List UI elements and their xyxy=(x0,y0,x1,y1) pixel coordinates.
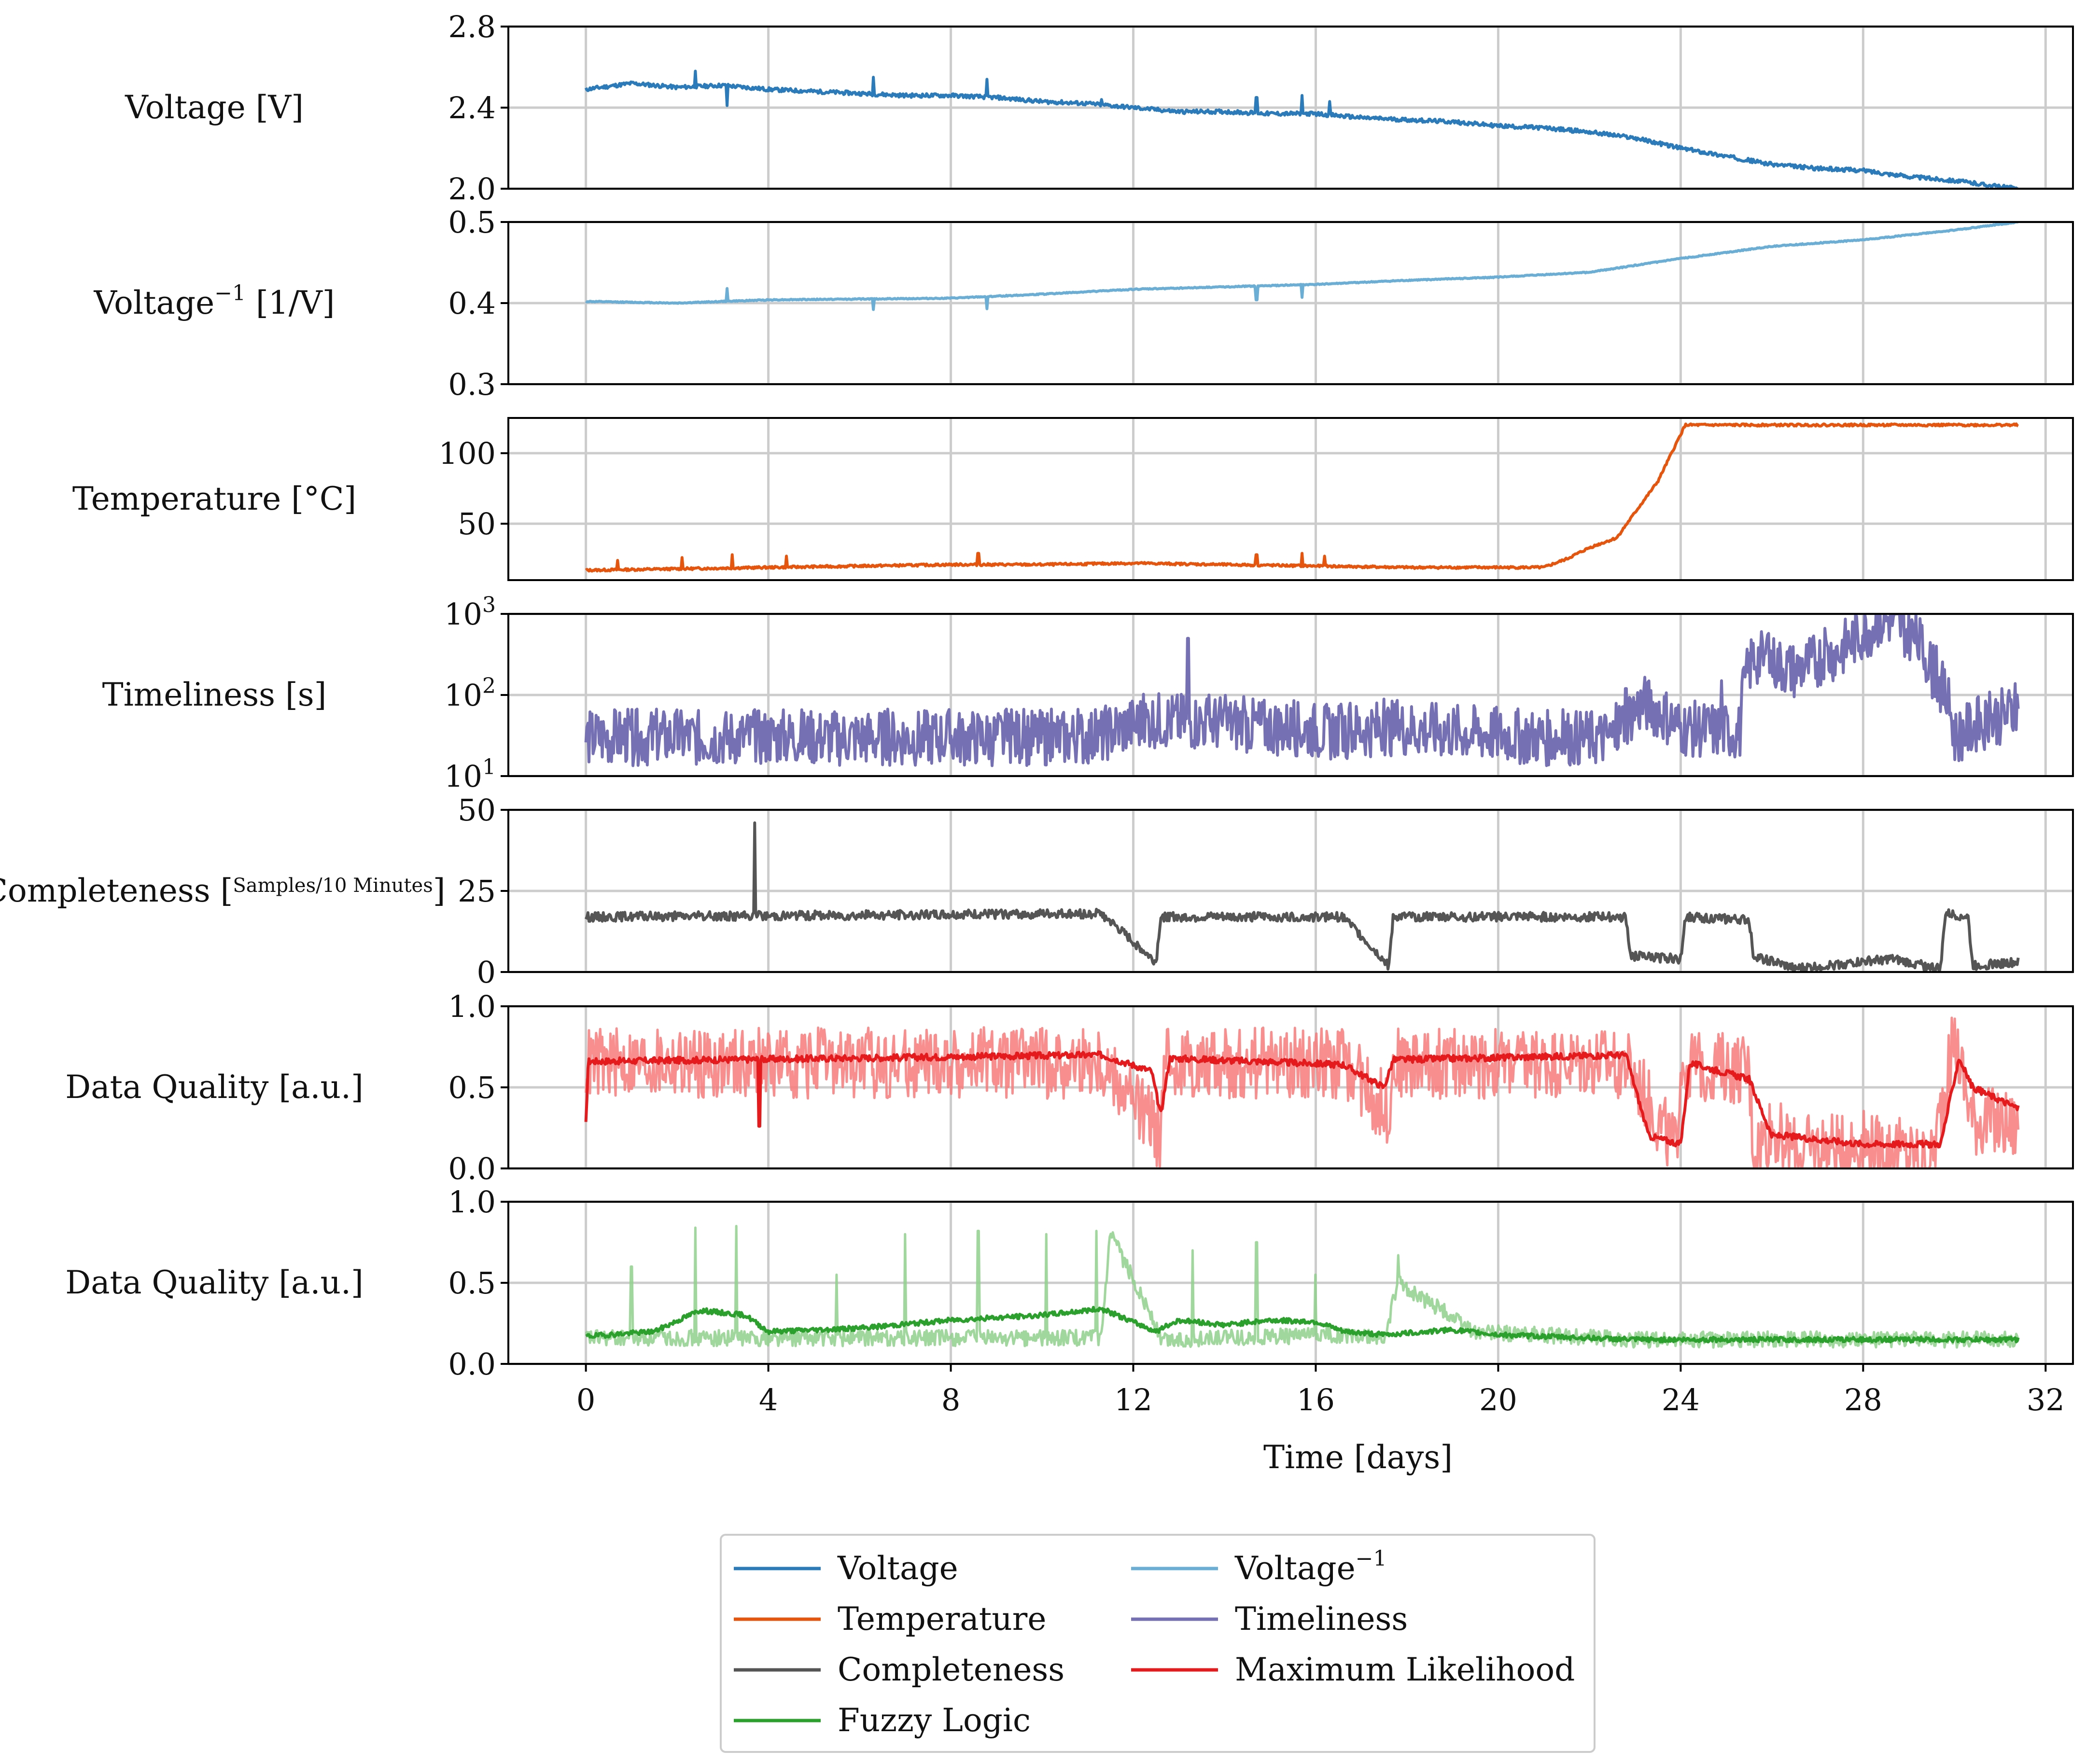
y-tick-label: 0.5 xyxy=(448,1070,496,1105)
y-axis-label: Temperature [°C] xyxy=(72,480,356,517)
series-group xyxy=(584,614,2020,767)
legend-label: Voltage xyxy=(837,1550,958,1587)
y-tick-label: 1.0 xyxy=(448,989,496,1024)
panel-voltage: 2.0 2.4 2.8 Voltage [V] xyxy=(125,9,2074,207)
series-group xyxy=(585,1224,2020,1349)
panel-data-quality-fuzzy: 0.0 0.5 1.0 Data Quality [a.u.] xyxy=(65,1184,2074,1382)
x-tick-label: 24 xyxy=(1662,1382,1700,1417)
x-tick-label: 12 xyxy=(1114,1382,1152,1417)
y-tick-label: 0.5 xyxy=(448,205,496,240)
y-tick-label: 25 xyxy=(458,874,496,909)
x-tick-label: 20 xyxy=(1479,1382,1517,1417)
legend-item: Timeliness xyxy=(1131,1600,1408,1638)
panel-data-quality-ml: 0.0 0.5 1.0 Data Quality [a.u.] xyxy=(65,989,2074,1186)
y-tick-label: 2.4 xyxy=(448,90,496,125)
x-tick-label: 8 xyxy=(941,1382,960,1417)
legend-item: Fuzzy Logic xyxy=(734,1702,1031,1739)
y-axis-label: Data Quality [a.u.] xyxy=(65,1069,363,1106)
series-line-timeliness xyxy=(584,614,2020,767)
legend-label: Timeliness xyxy=(1235,1600,1408,1638)
series-line-voltage xyxy=(584,69,2019,189)
legend-item: Temperature xyxy=(734,1600,1046,1638)
series-group xyxy=(584,69,2019,189)
y-tick-label: 103 xyxy=(444,593,496,632)
y-tick-label: 50 xyxy=(458,506,496,542)
x-tick-label: 4 xyxy=(759,1382,778,1417)
legend-frame xyxy=(720,1534,1596,1753)
y-axis-label: Data Quality [a.u.] xyxy=(65,1264,363,1301)
series-group xyxy=(584,1016,2020,1168)
y-axis-label: Voltage−1 [1/V] xyxy=(94,281,335,321)
y-tick-label: 2.0 xyxy=(448,171,496,207)
x-axis: Time [days] 0 4 8 12 16 20 24 28 32 xyxy=(576,1382,2065,1476)
series-group xyxy=(585,422,2019,573)
series-line-fuzzy-logic-raw- xyxy=(585,1224,2020,1349)
legend-item: Voltage−1 xyxy=(1131,1546,1387,1587)
x-tick-label: 16 xyxy=(1297,1382,1335,1417)
series-line-maximum-likelihood xyxy=(584,1050,2020,1149)
y-axis-label: Completeness [Samples/10 Minutes] xyxy=(0,872,446,909)
y-tick-label: 100 xyxy=(439,436,496,471)
series-group xyxy=(584,821,2020,972)
legend-label: Maximum Likelihood xyxy=(1235,1651,1575,1688)
series-group xyxy=(585,222,2019,311)
panel-timeliness: 101 102 103 Timeliness [s] xyxy=(102,593,2074,794)
panels: 2.0 2.4 2.8 Voltage [V] 0.3 0.4 0.5 Voltage−1 [… xyxy=(0,9,2074,1382)
legend-label: Temperature xyxy=(838,1600,1046,1638)
series-line-voltage-1 xyxy=(585,222,2019,311)
legend-item: Maximum Likelihood xyxy=(1131,1651,1575,1688)
y-tick-label: 102 xyxy=(444,674,496,713)
y-axis-label: Voltage [V] xyxy=(125,89,304,126)
panel-inverse-voltage: 0.3 0.4 0.5 Voltage−1 [1/V] xyxy=(94,205,2074,402)
panel-temperature: 50 100 Temperature [°C] xyxy=(72,417,2074,581)
x-tick-label: 0 xyxy=(576,1382,595,1417)
y-tick-label: 0.0 xyxy=(448,1347,496,1382)
series-line-completeness xyxy=(584,821,2020,972)
x-axis-label: Time [days] xyxy=(1263,1439,1453,1476)
y-tick-label: 0.3 xyxy=(448,367,496,402)
axes-frame xyxy=(507,417,2074,581)
y-tick-label: 50 xyxy=(458,792,496,828)
legend: Voltage Voltage−1 Temperature Timeliness Com… xyxy=(720,1534,1596,1753)
y-tick-label: 2.8 xyxy=(448,9,496,44)
y-tick-label: 0.5 xyxy=(448,1265,496,1301)
legend-item: Completeness xyxy=(734,1651,1064,1688)
y-tick-label: 101 xyxy=(444,755,496,794)
y-axis-label: Timeliness [s] xyxy=(102,676,327,713)
x-tick-label: 28 xyxy=(1844,1382,1882,1417)
series-line-temperature xyxy=(585,422,2019,573)
y-tick-label: 1.0 xyxy=(448,1184,496,1220)
legend-item: Voltage xyxy=(734,1550,958,1587)
x-tick-label: 32 xyxy=(2027,1382,2065,1417)
series-line-fuzzy-logic xyxy=(585,1306,2020,1344)
legend-label: Fuzzy Logic xyxy=(838,1702,1031,1739)
y-tick-label: 0.0 xyxy=(448,1151,496,1186)
y-tick-label: 0 xyxy=(477,955,496,990)
series-line-maximum-likelihood-raw- xyxy=(585,1016,2020,1168)
legend-label: Completeness xyxy=(838,1651,1064,1688)
y-tick-label: 0.4 xyxy=(448,286,496,321)
panel-completeness: 0 25 50 Completeness [Samples/10 Minutes] xyxy=(0,792,2074,990)
legend-label: Voltage−1 xyxy=(1234,1546,1387,1587)
